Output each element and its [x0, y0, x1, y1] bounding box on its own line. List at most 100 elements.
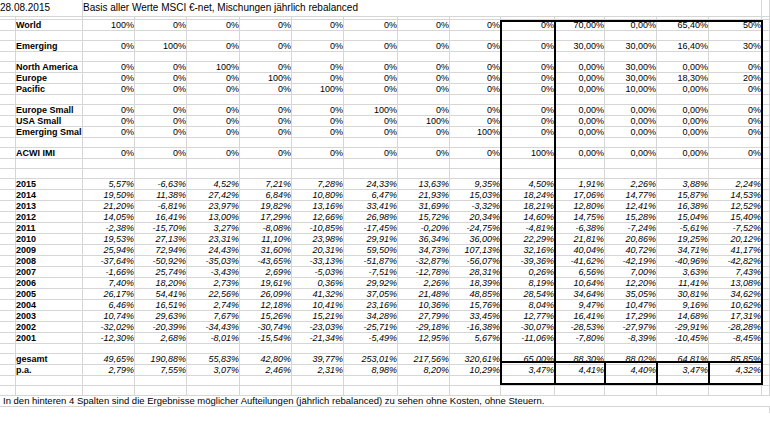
cell-empty[interactable]	[240, 52, 292, 62]
cell-2006-mix-3[interactable]: 11,41%	[657, 278, 709, 289]
cell-empty[interactable]	[762, 84, 770, 95]
cell-empty[interactable]	[398, 344, 450, 354]
cell-2014-mix-2[interactable]: 14,77%	[605, 190, 657, 201]
cell-2002-mix-2[interactable]: -27,97%	[605, 322, 657, 333]
cell-empty[interactable]	[762, 116, 770, 127]
cell-2015-europe-small[interactable]: 24,33%	[344, 179, 398, 190]
cell-usa-small-mix-4[interactable]: 0%	[709, 116, 762, 127]
cell-europe-emerging-small[interactable]: 0%	[450, 73, 501, 84]
cell-empty[interactable]	[709, 376, 762, 386]
cell-empty[interactable]	[16, 159, 83, 169]
cell-empty[interactable]	[344, 138, 398, 148]
cell-empty[interactable]	[0, 52, 16, 62]
cell-2014-mix-3[interactable]: 15,87%	[657, 190, 709, 201]
cell-acwi-imi-emerging[interactable]: 0%	[135, 148, 187, 159]
cell-2014-world[interactable]: 19,50%	[83, 190, 135, 201]
cell-empty[interactable]	[450, 169, 501, 179]
cell-emerging-small-pacific[interactable]: 0%	[292, 127, 344, 138]
cell-empty[interactable]	[762, 138, 770, 148]
cell-emerging-small-north-america[interactable]: 0%	[187, 127, 240, 138]
cell-empty[interactable]	[762, 127, 770, 138]
cell-pacific-mix-3[interactable]: 0,00%	[657, 84, 709, 95]
cell-empty[interactable]	[83, 95, 135, 105]
cell-usa-small-europe[interactable]: 0%	[240, 116, 292, 127]
cell-2014-emerging-small[interactable]: 15,03%	[450, 190, 501, 201]
cell-2009-mix-4[interactable]: 41,17%	[709, 245, 762, 256]
cell-2014-mix-4[interactable]: 14,53%	[709, 190, 762, 201]
cell-usa-small-pacific[interactable]: 0%	[292, 116, 344, 127]
cell-europe-small-europe[interactable]: 0%	[240, 105, 292, 116]
cell-acwi-imi-pacific[interactable]: 0%	[292, 148, 344, 159]
cell-2010-europe[interactable]: 11,10%	[240, 234, 292, 245]
cell-empty[interactable]	[187, 344, 240, 354]
cell-empty[interactable]	[0, 116, 16, 127]
cell-north-america-north-america[interactable]: 100%	[187, 62, 240, 73]
cell-empty[interactable]	[709, 138, 762, 148]
cell-empty[interactable]	[709, 344, 762, 354]
cell-2012-mix-2[interactable]: 15,28%	[605, 212, 657, 223]
row-label-2006[interactable]: 2006	[16, 278, 83, 289]
cell-empty[interactable]	[709, 95, 762, 105]
cell-2003-emerging-small[interactable]: 33,45%	[450, 311, 501, 322]
cell-2001-emerging-small[interactable]: 5,67%	[450, 333, 501, 344]
cell-pacific-acwi-imi[interactable]: 0%	[501, 84, 555, 95]
cell-empty[interactable]	[292, 138, 344, 148]
cell-pacific-mix-1[interactable]: 0,00%	[555, 84, 605, 95]
cell-empty[interactable]	[605, 138, 657, 148]
cell-2007-mix-4[interactable]: 7,43%	[709, 267, 762, 278]
cell-2009-mix-3[interactable]: 34,71%	[657, 245, 709, 256]
cell-p-a-north-america[interactable]: 3,07%	[187, 365, 240, 376]
cell-2010-usa-small[interactable]: 36,34%	[398, 234, 450, 245]
cell-usa-small-mix-3[interactable]: 0,00%	[657, 116, 709, 127]
cell-empty[interactable]	[83, 386, 135, 396]
cell-europe-europe[interactable]: 100%	[240, 73, 292, 84]
cell-empty[interactable]	[0, 41, 16, 52]
cell-2005-mix-1[interactable]: 34,64%	[555, 289, 605, 300]
cell-empty[interactable]	[398, 138, 450, 148]
cell-world-emerging[interactable]: 0%	[135, 20, 187, 31]
cell-2009-acwi-imi[interactable]: 32,16%	[501, 245, 555, 256]
cell-world-mix-3[interactable]: 65,40%	[657, 20, 709, 31]
cell-gesamt-mix-1[interactable]: 88,30%	[555, 354, 605, 365]
cell-usa-small-emerging[interactable]: 0%	[135, 116, 187, 127]
cell-2008-usa-small[interactable]: -32,87%	[398, 256, 450, 267]
cell-2002-europe-small[interactable]: -25,71%	[344, 322, 398, 333]
cell-acwi-imi-north-america[interactable]: 0%	[187, 148, 240, 159]
cell-2003-emerging[interactable]: 29,63%	[135, 311, 187, 322]
cell-2010-europe-small[interactable]: 29,91%	[344, 234, 398, 245]
cell-empty[interactable]	[16, 138, 83, 148]
cell-empty[interactable]	[605, 31, 657, 41]
cell-gesamt-pacific[interactable]: 39,77%	[292, 354, 344, 365]
cell-world-usa-small[interactable]: 0%	[398, 20, 450, 31]
cell-empty[interactable]	[240, 344, 292, 354]
cell-empty[interactable]	[501, 52, 555, 62]
row-label-2005[interactable]: 2005	[16, 289, 83, 300]
cell-empty[interactable]	[292, 344, 344, 354]
cell-empty[interactable]	[398, 376, 450, 386]
cell-2002-emerging[interactable]: -20,39%	[135, 322, 187, 333]
cell-gesamt-emerging-small[interactable]: 320,61%	[450, 354, 501, 365]
cell-world-north-america[interactable]: 0%	[187, 20, 240, 31]
cell-2003-mix-1[interactable]: 16,41%	[555, 311, 605, 322]
cell-empty[interactable]	[605, 169, 657, 179]
cell-2008-pacific[interactable]: -33,13%	[292, 256, 344, 267]
cell-2010-mix-2[interactable]: 20,86%	[605, 234, 657, 245]
cell-europe-europe-small[interactable]: 0%	[344, 73, 398, 84]
cell-2011-north-america[interactable]: 3,27%	[187, 223, 240, 234]
cell-2006-acwi-imi[interactable]: 8,19%	[501, 278, 555, 289]
cell-2005-europe[interactable]: 26,09%	[240, 289, 292, 300]
cell-empty[interactable]	[292, 169, 344, 179]
cell-north-america-mix-1[interactable]: 0,00%	[555, 62, 605, 73]
cell-2014-europe-small[interactable]: 6,47%	[344, 190, 398, 201]
cell-2007-world[interactable]: -1,66%	[83, 267, 135, 278]
cell-2004-mix-2[interactable]: 10,47%	[605, 300, 657, 311]
cell-2007-pacific[interactable]: -5,03%	[292, 267, 344, 278]
cell-2007-europe-small[interactable]: -7,51%	[344, 267, 398, 278]
cell-2001-europe[interactable]: -15,54%	[240, 333, 292, 344]
cell-2008-mix-4[interactable]: -42,82%	[709, 256, 762, 267]
cell-north-america-mix-3[interactable]: 0,00%	[657, 62, 709, 73]
cell-empty[interactable]	[501, 95, 555, 105]
cell-2002-mix-1[interactable]: -28,53%	[555, 322, 605, 333]
cell-2003-mix-2[interactable]: 17,29%	[605, 311, 657, 322]
cell-empty[interactable]	[762, 354, 770, 365]
